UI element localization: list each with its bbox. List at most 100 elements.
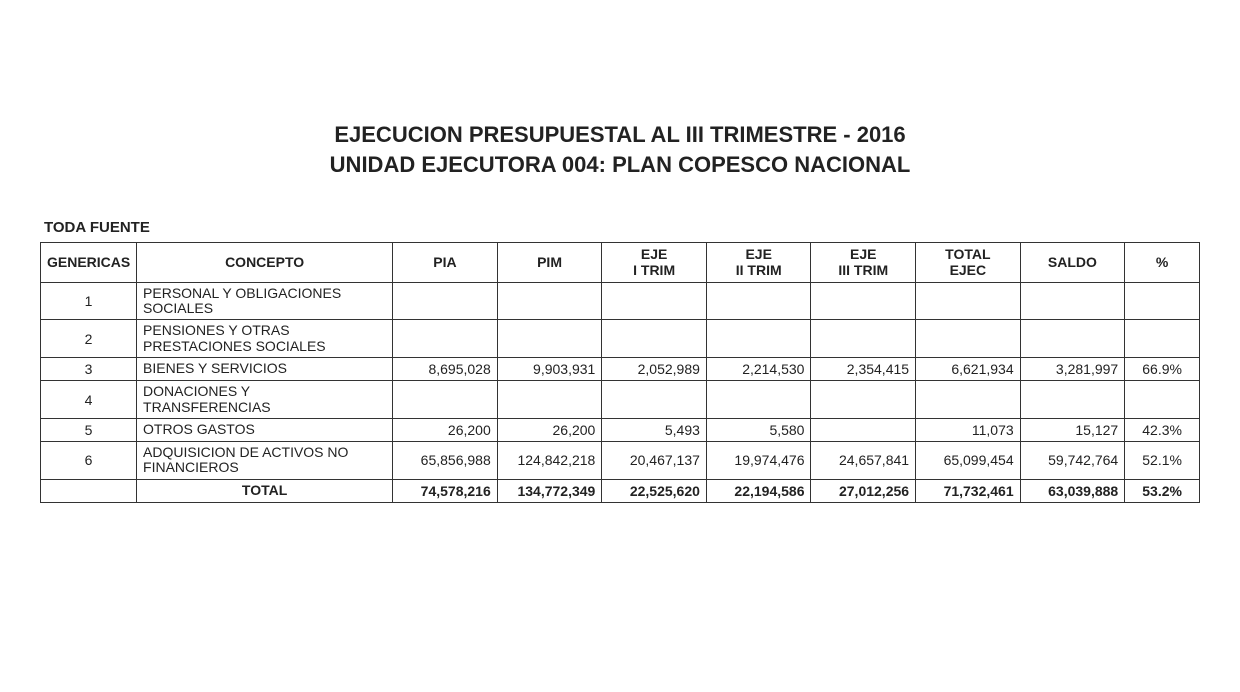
- cell-concepto-l1: BIENES Y SERVICIOS: [143, 360, 287, 376]
- cell-totalejec: 71,732,461: [916, 479, 1021, 502]
- cell-concepto: OTROS GASTOS: [137, 418, 393, 441]
- cell-gen: [41, 479, 137, 502]
- cell-concepto-l2: SOCIALES: [143, 301, 386, 316]
- col-eje-ii: EJE II TRIM: [706, 243, 811, 282]
- cell-pia: [393, 320, 498, 358]
- table-header-row: GENERICAS CONCEPTO PIA PIM EJE I TRIM EJ…: [41, 243, 1200, 282]
- cell-eje2: [706, 282, 811, 320]
- cell-eje1: 22,525,620: [602, 479, 707, 502]
- cell-pct: 52.1%: [1125, 441, 1200, 479]
- cell-eje1: [602, 320, 707, 358]
- cell-pct: [1125, 320, 1200, 358]
- cell-pia: [393, 381, 498, 419]
- cell-gen: 3: [41, 358, 137, 381]
- cell-saldo: [1020, 381, 1125, 419]
- col-eje-iii-l2: III TRIM: [817, 262, 909, 278]
- cell-pim: 26,200: [497, 418, 602, 441]
- cell-totalejec: 65,099,454: [916, 441, 1021, 479]
- cell-pim: 134,772,349: [497, 479, 602, 502]
- cell-pia: 65,856,988: [393, 441, 498, 479]
- cell-eje1: [602, 282, 707, 320]
- cell-pct: [1125, 381, 1200, 419]
- title-line-1: EJECUCION PRESUPUESTAL AL III TRIMESTRE …: [40, 120, 1200, 150]
- table-header: GENERICAS CONCEPTO PIA PIM EJE I TRIM EJ…: [41, 243, 1200, 282]
- cell-concepto-l2: TRANSFERENCIAS: [143, 400, 386, 415]
- col-eje-ii-l2: II TRIM: [713, 262, 805, 278]
- table-row: 2 PENSIONES Y OTRAS PRESTACIONES SOCIALE…: [41, 320, 1200, 358]
- cell-eje3: 27,012,256: [811, 479, 916, 502]
- cell-saldo: [1020, 282, 1125, 320]
- cell-gen: 2: [41, 320, 137, 358]
- cell-totalejec: 6,621,934: [916, 358, 1021, 381]
- table-row: 5 OTROS GASTOS 26,200 26,200 5,493 5,580…: [41, 418, 1200, 441]
- cell-concepto: ADQUISICION DE ACTIVOS NO FINANCIEROS: [137, 441, 393, 479]
- cell-eje2: 22,194,586: [706, 479, 811, 502]
- cell-saldo: 63,039,888: [1020, 479, 1125, 502]
- title-block: EJECUCION PRESUPUESTAL AL III TRIMESTRE …: [40, 120, 1200, 179]
- cell-eje1: 20,467,137: [602, 441, 707, 479]
- table-row: 4 DONACIONES Y TRANSFERENCIAS: [41, 381, 1200, 419]
- cell-pct: 66.9%: [1125, 358, 1200, 381]
- col-total-ejec: TOTAL EJEC: [916, 243, 1021, 282]
- cell-totalejec: [916, 320, 1021, 358]
- table-row: 3 BIENES Y SERVICIOS 8,695,028 9,903,931…: [41, 358, 1200, 381]
- cell-eje3: 2,354,415: [811, 358, 916, 381]
- cell-pct: 53.2%: [1125, 479, 1200, 502]
- table-body: 1 PERSONAL Y OBLIGACIONES SOCIALES 2 PEN…: [41, 282, 1200, 502]
- table-total-row: TOTAL 74,578,216 134,772,349 22,525,620 …: [41, 479, 1200, 502]
- cell-eje2: [706, 381, 811, 419]
- cell-pct: [1125, 282, 1200, 320]
- section-subtitle: TODA FUENTE: [44, 219, 1200, 236]
- cell-eje1: 5,493: [602, 418, 707, 441]
- cell-total-label: TOTAL: [137, 479, 393, 502]
- cell-pim: [497, 282, 602, 320]
- cell-saldo: [1020, 320, 1125, 358]
- cell-eje2: 19,974,476: [706, 441, 811, 479]
- col-percent: %: [1125, 243, 1200, 282]
- col-eje-i-l1: EJE: [608, 246, 700, 262]
- cell-concepto-l2: FINANCIEROS: [143, 460, 386, 475]
- col-eje-i: EJE I TRIM: [602, 243, 707, 282]
- cell-saldo: 3,281,997: [1020, 358, 1125, 381]
- cell-eje3: [811, 418, 916, 441]
- col-pia: PIA: [393, 243, 498, 282]
- col-total-ejec-l2: EJEC: [922, 262, 1014, 278]
- col-eje-i-l2: I TRIM: [608, 262, 700, 278]
- title-line-2: UNIDAD EJECUTORA 004: PLAN COPESCO NACIO…: [40, 150, 1200, 180]
- col-genericas: GENERICAS: [41, 243, 137, 282]
- col-saldo: SALDO: [1020, 243, 1125, 282]
- cell-concepto-l1: ADQUISICION DE ACTIVOS NO: [143, 445, 386, 460]
- cell-totalejec: [916, 381, 1021, 419]
- col-pim: PIM: [497, 243, 602, 282]
- cell-concepto: PERSONAL Y OBLIGACIONES SOCIALES: [137, 282, 393, 320]
- cell-eje3: 24,657,841: [811, 441, 916, 479]
- cell-saldo: 15,127: [1020, 418, 1125, 441]
- cell-pim: [497, 320, 602, 358]
- col-concepto: CONCEPTO: [137, 243, 393, 282]
- table-row: 6 ADQUISICION DE ACTIVOS NO FINANCIEROS …: [41, 441, 1200, 479]
- cell-eje3: [811, 320, 916, 358]
- cell-pim: 9,903,931: [497, 358, 602, 381]
- cell-concepto-l1: PERSONAL Y OBLIGACIONES: [143, 286, 386, 301]
- cell-pia: 26,200: [393, 418, 498, 441]
- cell-pia: 74,578,216: [393, 479, 498, 502]
- cell-eje2: [706, 320, 811, 358]
- cell-pct: 42.3%: [1125, 418, 1200, 441]
- cell-gen: 1: [41, 282, 137, 320]
- col-eje-iii: EJE III TRIM: [811, 243, 916, 282]
- col-eje-ii-l1: EJE: [713, 246, 805, 262]
- cell-eje1: 2,052,989: [602, 358, 707, 381]
- cell-concepto-l1: DONACIONES Y: [143, 384, 386, 399]
- cell-totalejec: [916, 282, 1021, 320]
- cell-eje1: [602, 381, 707, 419]
- cell-concepto-l2: PRESTACIONES SOCIALES: [143, 339, 386, 354]
- cell-pim: [497, 381, 602, 419]
- cell-eje3: [811, 282, 916, 320]
- cell-totalejec: 11,073: [916, 418, 1021, 441]
- cell-concepto: DONACIONES Y TRANSFERENCIAS: [137, 381, 393, 419]
- cell-saldo: 59,742,764: [1020, 441, 1125, 479]
- cell-pia: 8,695,028: [393, 358, 498, 381]
- cell-pia: [393, 282, 498, 320]
- cell-gen: 4: [41, 381, 137, 419]
- cell-concepto: BIENES Y SERVICIOS: [137, 358, 393, 381]
